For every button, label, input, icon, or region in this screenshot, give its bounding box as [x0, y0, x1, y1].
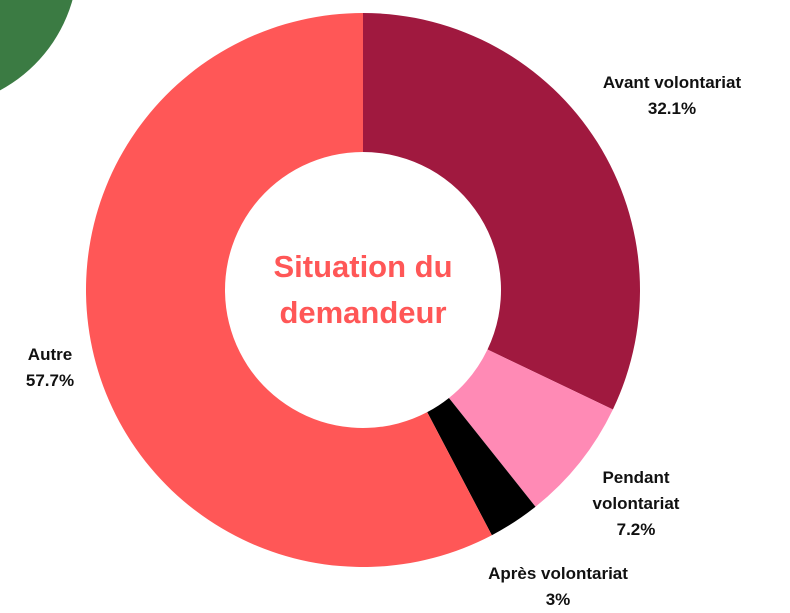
- label-value: 3%: [545, 590, 571, 609]
- data-label: Après volontariat 3%: [443, 561, 673, 613]
- label-name: Avant volontariat: [602, 73, 742, 92]
- label-name: Après volontariat: [488, 564, 628, 583]
- label-name: Pendant volontariat: [592, 468, 680, 513]
- data-label: Avant volontariat 32.1%: [562, 70, 782, 122]
- decoration-circle: [0, 0, 73, 91]
- chart-title: Situation du demandeur: [273, 249, 453, 330]
- donut-slice: [85, 13, 492, 567]
- data-label: Pendant volontariat 7.2%: [566, 465, 706, 543]
- donut-slice: [448, 349, 613, 507]
- label-value: 57.7%: [25, 371, 75, 390]
- donut-slice: [363, 13, 640, 410]
- label-value: 32.1%: [647, 99, 697, 118]
- data-label: Autre 57.7%: [0, 342, 100, 394]
- label-name: Autre: [27, 345, 73, 364]
- donut-slice: [427, 397, 536, 536]
- label-value: 7.2%: [616, 520, 656, 539]
